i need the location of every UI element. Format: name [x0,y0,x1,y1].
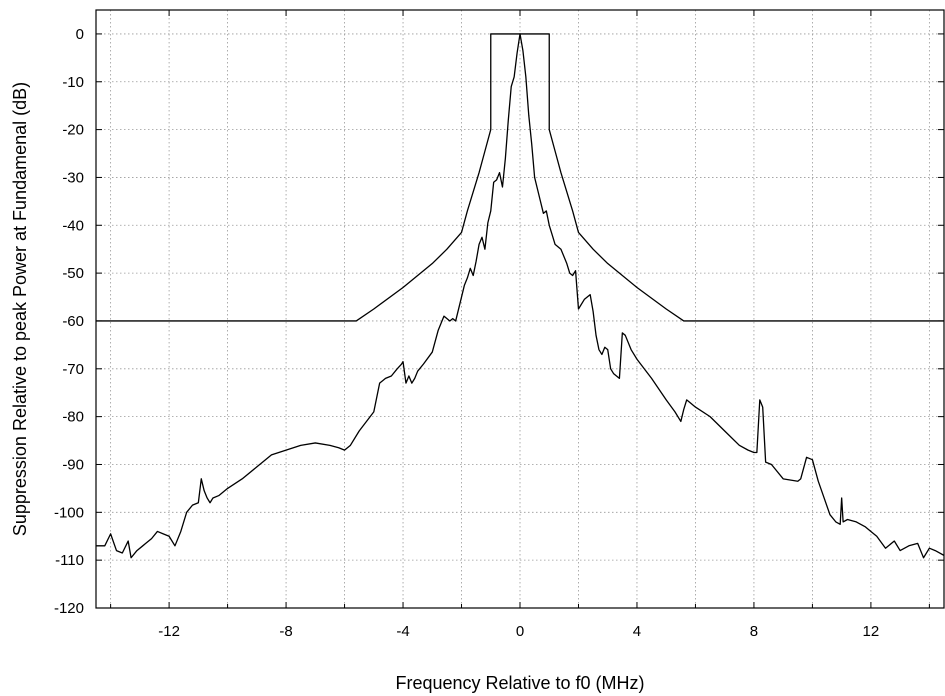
y-axis-title: Suppression Relative to peak Power at Fu… [10,82,30,536]
y-tick-label: -70 [62,361,84,378]
y-tick-label: 0 [76,26,84,43]
x-tick-label: 4 [633,623,641,640]
y-tick-label: -110 [55,552,84,569]
grid-lines [96,10,944,609]
y-axis-ticks: 0 -10 -20 -30 -40 -50 -60 -70 -80 -90 -100 -110 -120 [54,26,944,617]
y-tick-label: -120 [54,600,84,617]
x-tick-label: 0 [516,623,524,640]
x-tick-label: -8 [279,623,292,640]
x-tick-label: 12 [863,623,880,640]
y-tick-label: -100 [54,504,84,521]
x-tick-label: -4 [396,623,409,640]
spectrum-line [96,33,944,559]
x-tick-label: -12 [158,623,180,640]
series-group [96,33,944,559]
y-tick-label: -90 [62,456,84,473]
x-tick-label: 8 [750,623,758,640]
y-tick-label: -20 [62,122,84,139]
y-tick-label: -10 [62,74,84,91]
x-axis-ticks: -12 -8 -4 0 4 8 12 [110,10,930,640]
y-tick-label: -60 [62,313,84,330]
y-tick-label: -30 [62,169,84,186]
y-tick-label: -50 [62,265,84,282]
y-tick-label: -80 [62,409,84,426]
x-axis-title: Frequency Relative to f0 (MHz) [395,673,644,693]
y-tick-label: -40 [62,217,84,234]
